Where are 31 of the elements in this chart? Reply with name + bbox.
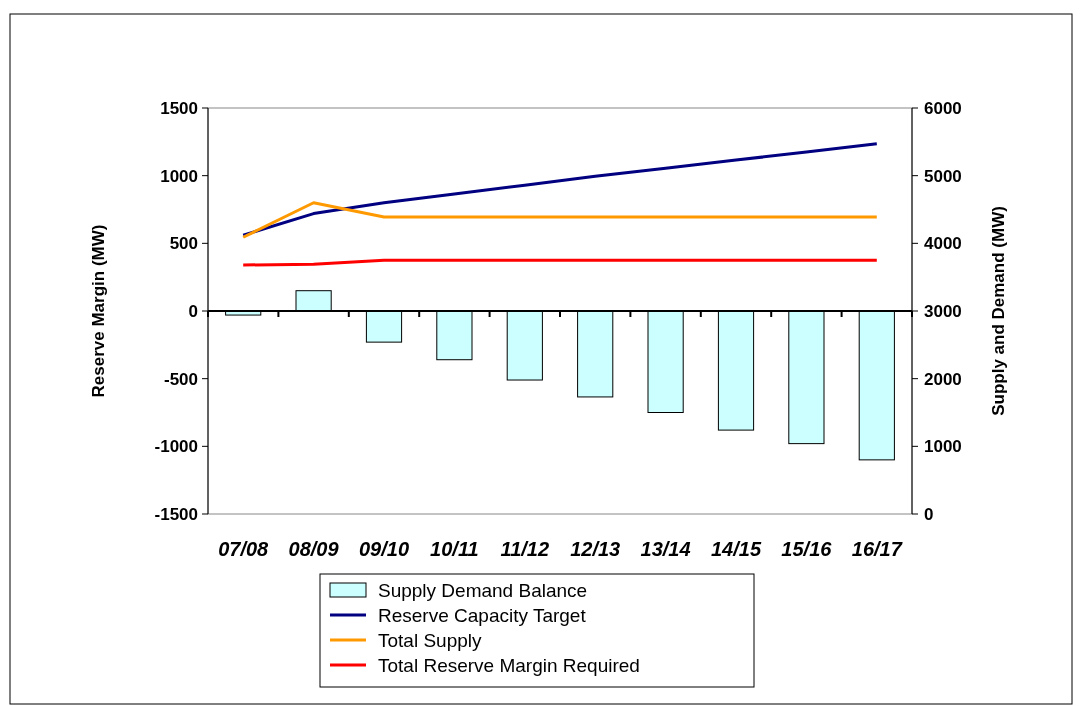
x-tick-label: 07/08 bbox=[218, 538, 270, 560]
legend-label: Total Supply bbox=[378, 629, 483, 651]
y2-tick-label: 0 bbox=[924, 504, 934, 524]
x-tick-label: 14/15 bbox=[710, 538, 762, 560]
x-tick-label: 09/10 bbox=[358, 538, 410, 560]
y-tick-label: 1500 bbox=[160, 98, 198, 118]
y2-tick-label: 1000 bbox=[924, 437, 962, 457]
x-tick-label: 10/11 bbox=[430, 538, 479, 560]
y2-tick-label: 2000 bbox=[924, 369, 962, 389]
y2-tick-label: 3000 bbox=[924, 301, 962, 321]
x-tick-label: 08/09 bbox=[288, 538, 340, 560]
y2-axis-title: Supply and Demand (MW) bbox=[989, 206, 1008, 416]
y-tick-label: 500 bbox=[169, 234, 198, 254]
legend-label: Total Reserve Margin Required bbox=[378, 654, 640, 676]
x-tick-label: 15/16 bbox=[781, 538, 833, 560]
x-tick-label: 16/17 bbox=[851, 538, 903, 560]
x-tick-label: 12/13 bbox=[570, 538, 621, 560]
legend-label: Supply Demand Balance bbox=[378, 579, 588, 601]
y-axis-title: Reserve Margin (MW) bbox=[89, 224, 108, 398]
x-tick-label: 13/14 bbox=[640, 538, 691, 560]
y-tick-label: -500 bbox=[163, 369, 198, 389]
y-tick-label: -1000 bbox=[154, 437, 198, 457]
y-tick-label: 1000 bbox=[160, 166, 198, 186]
line-series bbox=[241, 142, 879, 237]
x-tick-label: 11/12 bbox=[500, 538, 550, 560]
y2-tick-label: 4000 bbox=[924, 234, 962, 254]
y2-tick-label: 5000 bbox=[924, 166, 962, 186]
y2-tick-label: 6000 bbox=[924, 98, 962, 118]
y-tick-label: -1500 bbox=[154, 504, 198, 524]
legend-label: Reserve Capacity Target bbox=[378, 604, 587, 626]
y-tick-label: 0 bbox=[188, 301, 198, 321]
